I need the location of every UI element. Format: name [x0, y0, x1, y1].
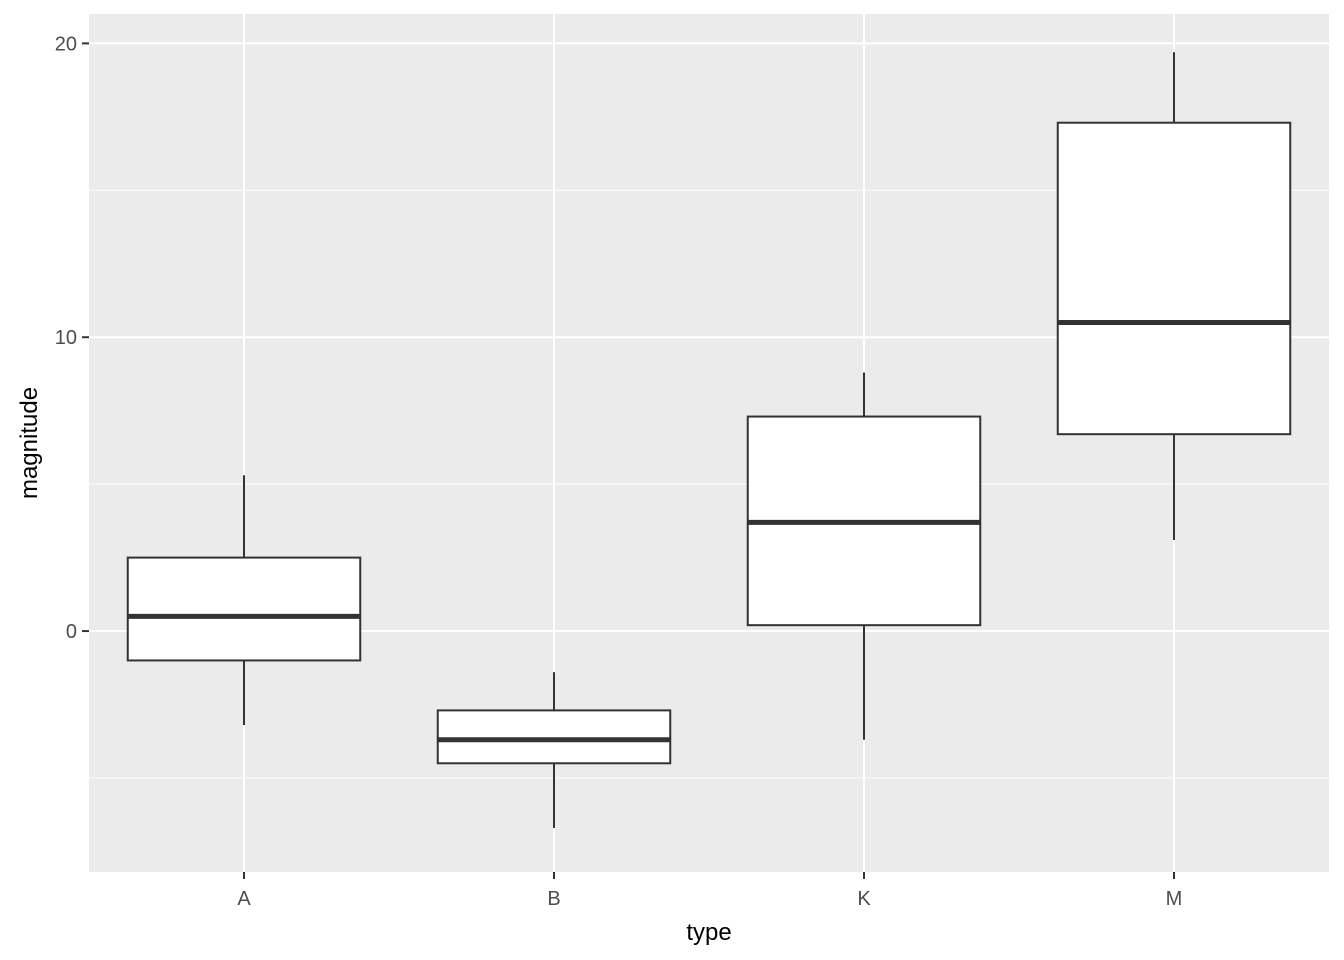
y-axis: 0 10 20	[55, 33, 89, 643]
interquartile-box	[1056, 121, 1292, 436]
box-M	[1056, 52, 1292, 540]
box-B	[436, 672, 672, 828]
x-axis-title: type	[686, 919, 731, 946]
x-tick-label: M	[1166, 888, 1183, 910]
boxes	[126, 52, 1292, 828]
box-K	[746, 372, 982, 740]
y-tick-label: 10	[55, 327, 77, 349]
x-tick-label: B	[547, 888, 560, 910]
x-tick-label: K	[857, 888, 871, 910]
y-axis-title: magnitude	[16, 387, 43, 499]
interquartile-box	[126, 556, 362, 662]
y-tick-label: 20	[55, 33, 77, 55]
interquartile-box	[436, 709, 672, 765]
x-tick-label: A	[237, 888, 251, 910]
y-tick-label: 0	[66, 621, 77, 643]
box-A	[126, 475, 362, 726]
